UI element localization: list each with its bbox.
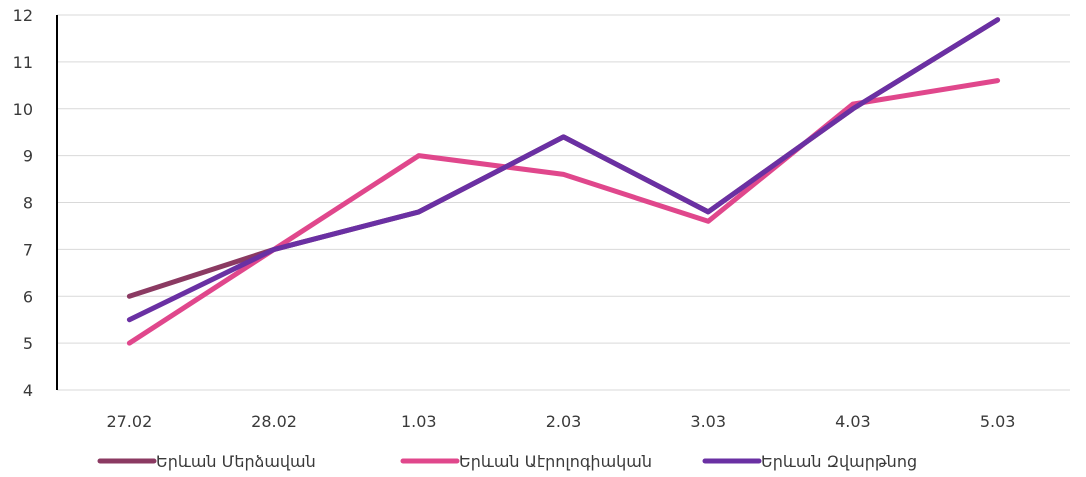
x-tick-label: 4.03 xyxy=(835,412,871,431)
x-tick-label: 5.03 xyxy=(980,412,1016,431)
x-tick-label: 3.03 xyxy=(690,412,726,431)
legend-label-1: Երևան Մերձավան xyxy=(156,452,316,471)
y-tick-label: 12 xyxy=(13,6,33,25)
x-tick-label: 27.02 xyxy=(106,412,152,431)
gridlines xyxy=(57,14,1070,391)
y-tick-label: 6 xyxy=(23,287,33,306)
x-tick-label: 1.03 xyxy=(401,412,437,431)
x-tick-label: 2.03 xyxy=(546,412,582,431)
series-lines xyxy=(126,17,1001,346)
y-axis-ticks: 4 5 6 7 8 9 10 11 12 xyxy=(13,6,33,400)
series-line-2 xyxy=(126,78,1001,346)
legend: Երևան Մերձավան Երևան Աէրոլոգիական Երևան Զվ… xyxy=(97,452,917,471)
y-tick-label: 10 xyxy=(13,100,33,119)
y-tick-label: 9 xyxy=(23,147,33,166)
y-tick-label: 4 xyxy=(23,381,33,400)
legend-label-3: Երևան Զվարթնոց xyxy=(761,452,917,471)
legend-label-2: Երևան Աէրոլոգիական xyxy=(459,452,652,471)
y-tick-label: 7 xyxy=(23,240,33,259)
series-line-3 xyxy=(126,17,1001,323)
y-tick-label: 8 xyxy=(23,194,33,213)
x-axis-ticks: 27.02 28.02 1.03 2.03 3.03 4.03 5.03 xyxy=(106,412,1015,431)
y-tick-label: 11 xyxy=(13,53,33,72)
x-tick-label: 28.02 xyxy=(251,412,297,431)
y-tick-label: 5 xyxy=(23,334,33,353)
